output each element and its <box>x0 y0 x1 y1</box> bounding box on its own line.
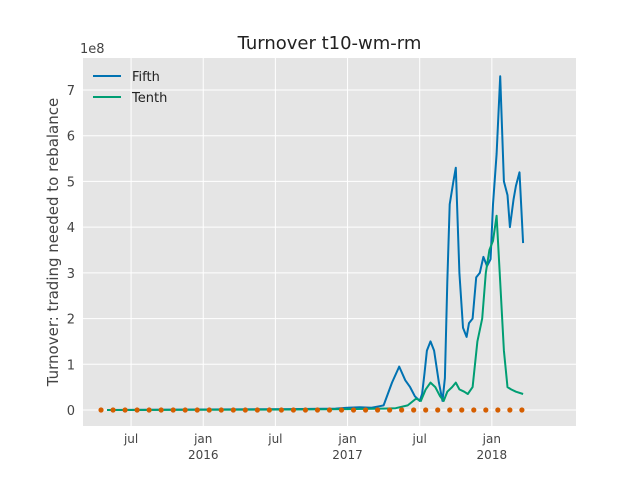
scatter-point <box>387 407 393 413</box>
scatter-point <box>507 407 513 413</box>
x-tick-label: jan <box>482 432 501 446</box>
scatter-point <box>218 407 224 413</box>
scatter-point <box>278 407 285 413</box>
scatter-point <box>182 407 188 413</box>
scatter-point <box>122 407 128 413</box>
x-tick-label: jan <box>337 432 356 446</box>
scatter-point <box>326 407 333 413</box>
scatter-point <box>338 407 345 413</box>
scatter-point <box>374 407 381 413</box>
scatter-point <box>350 407 357 413</box>
y-tick-label: 3 <box>67 267 75 282</box>
legend-label-fifth: Fifth <box>132 70 160 85</box>
scatter-point <box>459 407 465 413</box>
scatter-point <box>242 407 248 413</box>
scatter-point <box>423 407 429 413</box>
scatter-point <box>170 407 176 413</box>
chart-title: Turnover t10-wm-rm <box>237 33 422 54</box>
scatter-point <box>302 407 309 413</box>
scatter-point <box>146 407 152 413</box>
axes: 0 1 2 3 4 5 6 7 jul jan 2016 jul jan 2017 jul jan 2018 <box>67 84 507 462</box>
legend-label-tenth: Tenth <box>131 91 167 106</box>
scatter-point <box>230 407 236 413</box>
scatter-point <box>194 407 200 413</box>
x-tick-year-label: 2018 <box>477 448 508 462</box>
y-tick-label: 7 <box>67 84 75 99</box>
scatter-point <box>254 407 260 413</box>
scatter-point <box>471 407 477 413</box>
y-axis-multiplier: 1e8 <box>80 42 105 57</box>
x-tick-year-label: 2017 <box>332 448 363 462</box>
scatter-point <box>134 407 140 413</box>
series-layer <box>106 75 525 411</box>
grid <box>83 58 576 426</box>
scatter-point <box>266 407 272 413</box>
y-tick-label: 2 <box>67 313 75 328</box>
series-line-fifth <box>106 75 525 411</box>
scatter-point <box>110 407 116 413</box>
scatter-point <box>483 407 489 413</box>
scatter-point <box>435 407 441 413</box>
y-tick-label: 0 <box>67 404 75 419</box>
x-tick-label: jul <box>267 432 282 446</box>
scatter-point <box>206 407 212 413</box>
x-tick-label: jul <box>412 432 427 446</box>
y-tick-label: 6 <box>67 130 75 145</box>
y-tick-label: 5 <box>67 175 75 190</box>
y-tick-label: 1 <box>67 358 75 373</box>
scatter-point <box>314 407 321 413</box>
y-tick-label: 4 <box>67 221 75 236</box>
scatter-point <box>519 407 525 413</box>
scatter-layer <box>98 407 525 413</box>
scatter-point <box>399 407 405 413</box>
x-tick-label: jan <box>193 432 212 446</box>
scatter-point <box>158 407 164 413</box>
legend: Fifth Tenth <box>93 70 167 106</box>
scatter-point <box>290 407 297 413</box>
x-tick-year-label: 2016 <box>188 448 219 462</box>
scatter-point <box>411 407 417 413</box>
series-line-tenth <box>106 214 524 411</box>
y-axis-label: Turnover: trading needed to rebalance <box>44 98 62 388</box>
scatter-point <box>447 407 453 413</box>
scatter-point <box>98 407 104 413</box>
scatter-point <box>362 407 369 413</box>
scatter-point <box>495 407 501 413</box>
x-tick-label: jul <box>123 432 138 446</box>
